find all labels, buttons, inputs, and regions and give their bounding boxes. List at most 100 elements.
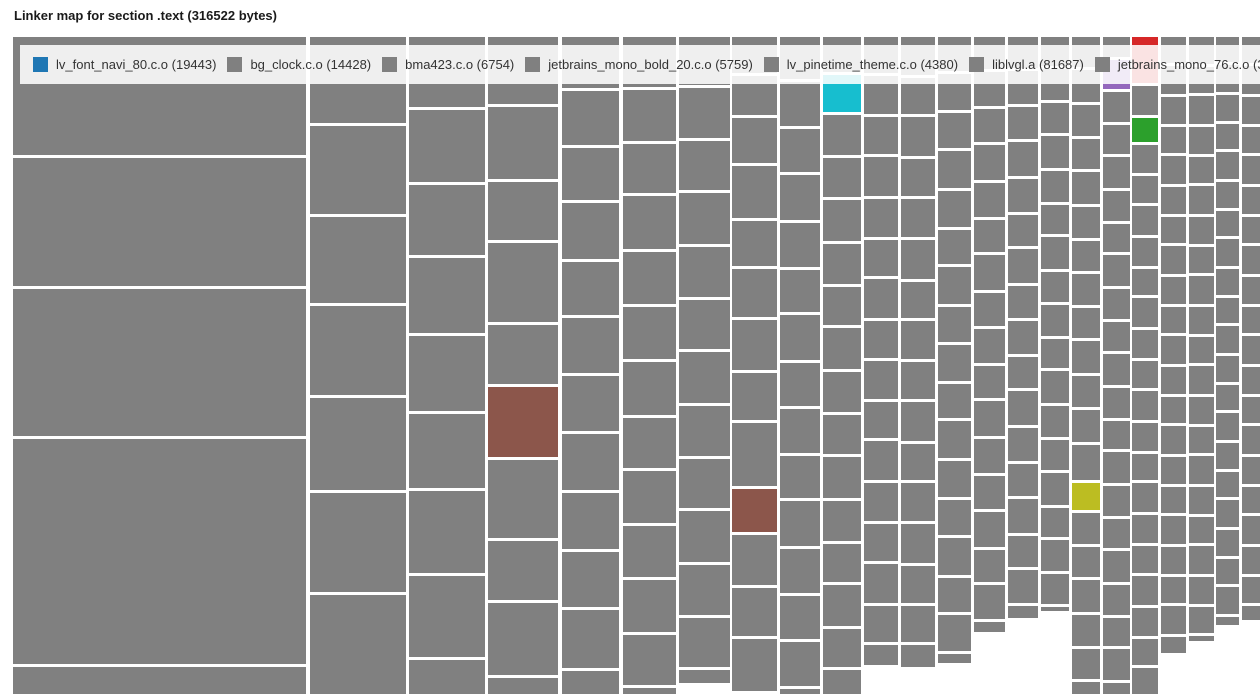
treemap-cell[interactable] bbox=[488, 603, 558, 675]
treemap-cell[interactable] bbox=[823, 585, 861, 626]
treemap-cell[interactable] bbox=[1216, 182, 1239, 208]
treemap-cell[interactable] bbox=[1189, 127, 1214, 154]
treemap-cell[interactable] bbox=[1216, 587, 1239, 614]
treemap-cell[interactable] bbox=[1161, 457, 1186, 484]
legend-entry[interactable]: bma423.c.o (6754) bbox=[382, 57, 514, 72]
legend-entry[interactable]: lv_font_navi_80.c.o (19443) bbox=[33, 57, 216, 72]
treemap-cell[interactable] bbox=[864, 361, 898, 399]
treemap-cell[interactable] bbox=[679, 459, 730, 508]
treemap-cell[interactable] bbox=[1242, 277, 1260, 304]
treemap-cell[interactable] bbox=[1072, 341, 1100, 373]
treemap-cell[interactable] bbox=[780, 642, 820, 686]
treemap-cell[interactable] bbox=[974, 220, 1005, 252]
treemap-cell[interactable] bbox=[679, 670, 730, 683]
treemap-cell[interactable] bbox=[1041, 574, 1069, 604]
treemap-cell[interactable] bbox=[1132, 361, 1158, 388]
treemap-cell[interactable] bbox=[823, 544, 861, 582]
treemap-cell[interactable] bbox=[1008, 536, 1038, 567]
treemap-cell[interactable] bbox=[623, 307, 676, 359]
treemap-cell[interactable] bbox=[1072, 241, 1100, 271]
treemap-cell[interactable] bbox=[974, 366, 1005, 398]
treemap-cell[interactable] bbox=[938, 578, 971, 612]
treemap-cell[interactable] bbox=[1008, 179, 1038, 212]
treemap-cell[interactable] bbox=[1242, 577, 1260, 603]
treemap-cell[interactable] bbox=[974, 439, 1005, 473]
treemap-cell[interactable] bbox=[1216, 356, 1239, 382]
treemap-cell[interactable] bbox=[1189, 427, 1214, 453]
treemap-cell[interactable] bbox=[1161, 516, 1186, 544]
treemap-cell[interactable] bbox=[901, 199, 935, 237]
treemap-cell[interactable] bbox=[974, 401, 1005, 436]
treemap-cell[interactable] bbox=[409, 110, 485, 182]
treemap-cell[interactable] bbox=[679, 247, 730, 297]
treemap-cell[interactable] bbox=[864, 441, 898, 480]
treemap-cell[interactable] bbox=[1161, 336, 1186, 364]
treemap-cell[interactable] bbox=[1041, 305, 1069, 336]
treemap-cell[interactable] bbox=[488, 541, 558, 600]
treemap-cell[interactable] bbox=[974, 145, 1005, 180]
treemap-cell[interactable] bbox=[823, 328, 861, 369]
treemap-cell[interactable] bbox=[1189, 217, 1214, 244]
treemap-cell[interactable] bbox=[864, 524, 898, 561]
treemap-cell[interactable] bbox=[938, 151, 971, 188]
treemap-cell[interactable] bbox=[1008, 606, 1038, 618]
treemap-cell[interactable] bbox=[823, 244, 861, 284]
treemap-cell[interactable] bbox=[1161, 426, 1186, 454]
treemap-cell[interactable] bbox=[1008, 464, 1038, 496]
treemap-cell[interactable] bbox=[623, 90, 676, 141]
treemap-cell[interactable] bbox=[1216, 413, 1239, 440]
treemap-cell[interactable] bbox=[562, 493, 619, 549]
treemap-cell[interactable] bbox=[1132, 206, 1158, 235]
treemap-cell[interactable] bbox=[1008, 428, 1038, 461]
treemap-cell[interactable] bbox=[780, 501, 820, 546]
treemap-cell[interactable] bbox=[1161, 246, 1186, 274]
treemap-cell[interactable] bbox=[13, 667, 306, 694]
treemap-cell[interactable] bbox=[1041, 237, 1069, 269]
treemap-cell[interactable] bbox=[1216, 239, 1239, 266]
treemap-cell[interactable] bbox=[823, 200, 861, 241]
treemap-cell[interactable] bbox=[1041, 272, 1069, 302]
treemap-cell[interactable] bbox=[1216, 95, 1239, 121]
treemap-cell[interactable] bbox=[1041, 508, 1069, 537]
treemap-cell[interactable] bbox=[488, 107, 558, 179]
treemap-cell[interactable] bbox=[562, 610, 619, 668]
treemap-cell[interactable] bbox=[1041, 406, 1069, 437]
treemap-cell[interactable] bbox=[488, 678, 558, 694]
treemap-cell[interactable] bbox=[938, 500, 971, 535]
treemap-cell[interactable] bbox=[1189, 157, 1214, 183]
treemap-cell[interactable] bbox=[310, 126, 406, 214]
treemap-cell[interactable] bbox=[623, 580, 676, 632]
treemap-cell[interactable] bbox=[1132, 639, 1158, 665]
treemap-cell[interactable] bbox=[1072, 682, 1100, 694]
treemap-cell[interactable] bbox=[1216, 124, 1239, 149]
treemap-cell[interactable] bbox=[1041, 339, 1069, 368]
treemap-cell[interactable] bbox=[1132, 483, 1158, 512]
treemap-cell[interactable] bbox=[1041, 440, 1069, 470]
treemap-cell[interactable] bbox=[623, 252, 676, 304]
treemap-cell[interactable] bbox=[732, 373, 777, 420]
treemap-cell[interactable] bbox=[864, 117, 898, 154]
treemap-cell[interactable] bbox=[1103, 92, 1130, 122]
treemap-cell[interactable] bbox=[1189, 487, 1214, 514]
treemap-cell[interactable] bbox=[679, 141, 730, 190]
treemap-cell[interactable] bbox=[1189, 607, 1214, 633]
treemap-cell[interactable] bbox=[901, 483, 935, 521]
treemap-cell[interactable] bbox=[409, 185, 485, 255]
treemap-cell[interactable] bbox=[1132, 576, 1158, 605]
treemap-cell[interactable] bbox=[1161, 367, 1186, 394]
treemap-cell[interactable] bbox=[1072, 513, 1100, 544]
treemap-cell[interactable] bbox=[974, 622, 1005, 632]
treemap-cell[interactable] bbox=[1216, 500, 1239, 527]
treemap-cell[interactable] bbox=[1103, 649, 1130, 680]
treemap-cell[interactable] bbox=[409, 258, 485, 333]
treemap-cell[interactable] bbox=[1008, 107, 1038, 139]
treemap-cell[interactable] bbox=[1008, 391, 1038, 425]
treemap-cell[interactable] bbox=[623, 362, 676, 415]
treemap-cell[interactable] bbox=[1216, 326, 1239, 353]
treemap-cell[interactable] bbox=[732, 320, 777, 370]
treemap-cell[interactable] bbox=[1132, 668, 1158, 694]
treemap-cell[interactable] bbox=[13, 289, 306, 436]
treemap-cell[interactable] bbox=[974, 109, 1005, 142]
treemap-cell[interactable] bbox=[780, 315, 820, 360]
treemap-cell[interactable] bbox=[623, 418, 676, 468]
